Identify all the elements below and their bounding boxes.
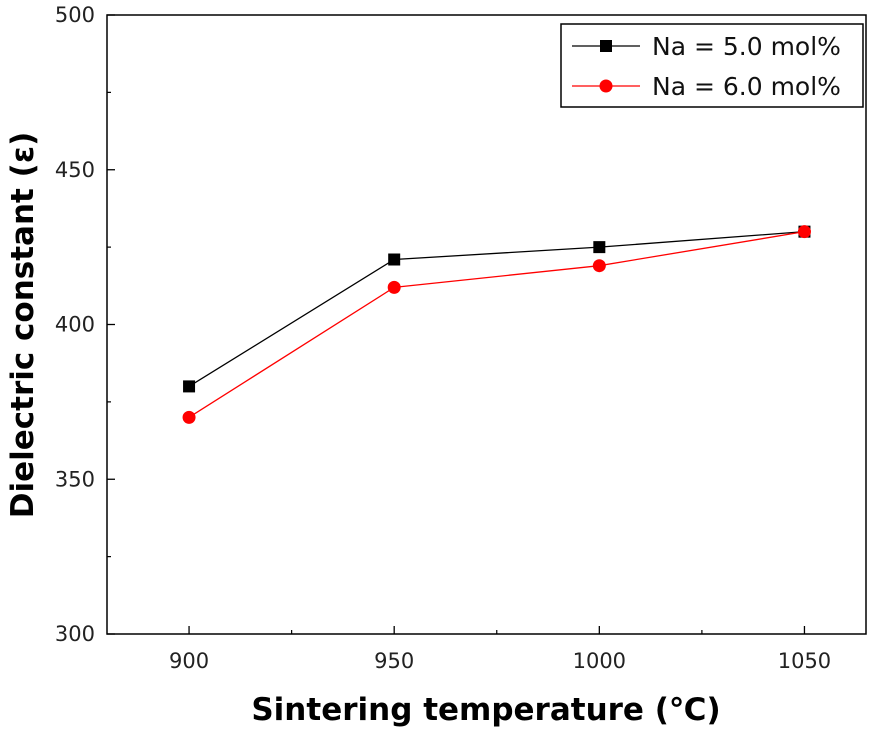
series-layer: [182, 225, 811, 424]
data-point-circle: [387, 280, 401, 294]
y-tick-label: 500: [55, 3, 95, 27]
y-axis: 300 350 400 450 500: [55, 3, 115, 646]
y-tick-label: 350: [55, 467, 95, 491]
data-point-square: [183, 380, 196, 393]
series-line: [188, 231, 805, 418]
series-2: [182, 225, 811, 424]
data-point-square: [593, 241, 606, 254]
legend-box: [560, 23, 864, 108]
x-axis: 900 950 1000 1050: [169, 626, 831, 673]
legend: Na = 5.0 mol% Na = 6.0 mol%: [560, 23, 864, 108]
legend-marker-na5: [600, 40, 612, 52]
y-tick-label: 450: [55, 158, 95, 182]
x-axis-title: Sintering temperature (℃): [251, 692, 720, 728]
y-tick-label: 300: [55, 622, 95, 646]
y-axis-title: Dielectric constant (ε): [5, 132, 41, 519]
data-point-circle: [182, 410, 196, 424]
data-point-square: [388, 253, 401, 266]
series-1: [183, 225, 811, 393]
x-tick-label: 900: [169, 649, 209, 673]
x-tick-label: 1050: [778, 649, 831, 673]
data-point-circle: [797, 225, 811, 239]
series-line: [188, 231, 805, 387]
legend-label-na6: Na = 6.0 mol%: [652, 72, 841, 101]
legend-marker-na6: [599, 79, 613, 93]
plot-frame: [106, 14, 867, 635]
x-tick-label: 950: [374, 649, 414, 673]
y-tick-label: 400: [55, 313, 95, 337]
legend-label-na5: Na = 5.0 mol%: [652, 32, 841, 61]
x-tick-label: 1000: [573, 649, 626, 673]
data-point-circle: [592, 259, 606, 273]
